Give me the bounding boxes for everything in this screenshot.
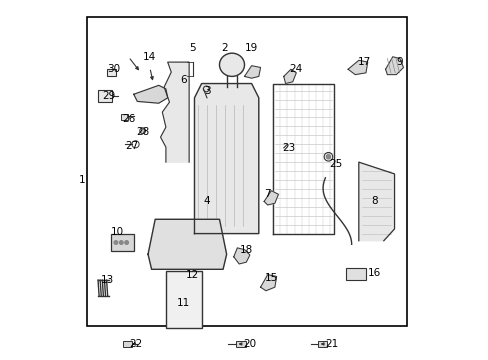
Text: 12: 12 [186,270,199,280]
Bar [98,90,112,102]
Polygon shape [134,85,167,103]
Text: 2: 2 [221,43,228,53]
Polygon shape [358,162,394,241]
Text: 10: 10 [111,227,124,237]
Bar [346,267,365,280]
Text: 13: 13 [100,275,113,285]
Text: 22: 22 [129,339,142,349]
Bar [235,341,246,347]
Text: 3: 3 [203,86,210,96]
Text: 5: 5 [189,43,196,53]
Polygon shape [194,84,258,234]
Polygon shape [347,60,367,75]
Text: 21: 21 [325,339,338,349]
Text: 18: 18 [239,245,252,255]
Polygon shape [160,62,189,162]
Text: 28: 28 [136,127,149,137]
Bar [121,113,128,120]
Text: 27: 27 [125,141,138,151]
Text: 4: 4 [203,197,210,206]
Circle shape [119,241,123,244]
Text: 7: 7 [264,189,270,199]
Polygon shape [264,191,278,205]
Text: 8: 8 [371,197,377,206]
Bar [110,234,134,251]
Text: 11: 11 [177,298,190,308]
Text: 24: 24 [289,64,302,74]
Ellipse shape [219,53,244,76]
Text: 1: 1 [79,175,85,185]
Polygon shape [244,66,260,78]
Text: 30: 30 [107,64,121,74]
Bar [317,341,326,347]
Text: 20: 20 [243,339,256,349]
Circle shape [325,155,330,159]
Text: 9: 9 [396,57,403,67]
Bar [107,68,116,76]
Text: 14: 14 [143,52,156,62]
Text: 16: 16 [367,268,381,278]
Text: 26: 26 [122,114,135,124]
Text: 29: 29 [102,91,115,101]
Text: 25: 25 [328,159,342,169]
Text: 6: 6 [180,75,187,85]
Polygon shape [233,248,249,264]
Polygon shape [385,57,403,75]
Text: 23: 23 [282,143,295,153]
Circle shape [114,241,118,244]
Text: 19: 19 [244,43,258,53]
Circle shape [124,241,128,244]
Bar [165,271,201,328]
Text: 15: 15 [264,273,277,283]
Bar [87,18,406,327]
Text: 17: 17 [357,57,370,67]
Polygon shape [148,219,226,269]
Polygon shape [260,275,276,291]
Bar [123,341,132,347]
Polygon shape [283,69,296,84]
Circle shape [140,128,145,134]
